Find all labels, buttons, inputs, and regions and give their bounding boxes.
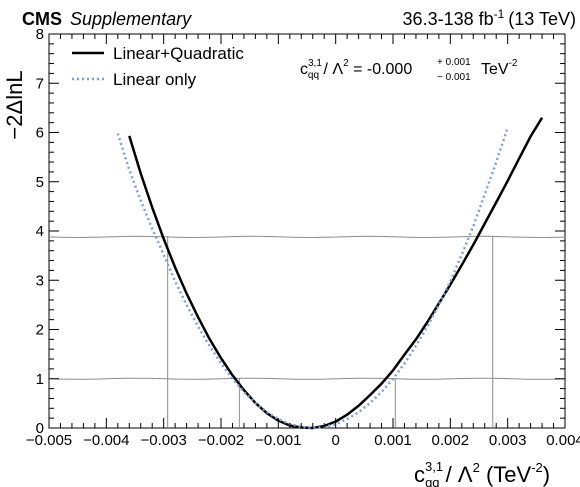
y-axis: 0 1 2 3 4 5 6 7 8 [36, 26, 565, 437]
x-label-unit-exp: -2 [531, 460, 543, 475]
x-tick-label-1: −0.004 [83, 432, 129, 449]
ann-error-down: − 0.001 [437, 72, 471, 83]
ann-mid-exp: 2 [343, 58, 349, 69]
lumi-exponent: -1 [494, 7, 505, 21]
ann-unit: TeV-2 [481, 58, 518, 78]
y-tick-label-4: 4 [36, 223, 44, 240]
ann-eq: = -0.000 [349, 61, 413, 78]
experiment-label: CMS [22, 9, 62, 29]
y-tick-label-1: 1 [36, 371, 44, 388]
x-axis-label: c3,1 qq / Λ2 (TeV-2) [414, 459, 550, 487]
x-label-sup: 3,1 [425, 459, 443, 474]
ann-sub: qq [308, 70, 319, 81]
luminosity-label: 36.3-138 fb-1 (13 TeV) [403, 7, 576, 29]
series-line-linear-only [116, 127, 509, 430]
y-tick-label-5: 5 [36, 174, 44, 191]
threshold-lines [48, 235, 566, 380]
energy-label: (13 TeV) [508, 9, 576, 29]
y-tick-label-3: 3 [36, 272, 44, 289]
ann-unit-exp: -2 [509, 58, 518, 69]
x-tick-label-0: −0.005 [26, 432, 72, 449]
x-label-sub: qq [425, 475, 439, 487]
series-layer [116, 117, 544, 430]
lumi-value: 36.3-138 fb [403, 9, 494, 29]
y-tick-label-0: 0 [36, 420, 44, 437]
x-tick-label-2: −0.003 [141, 432, 187, 449]
x-tick-label-6: 0.001 [374, 432, 412, 449]
tag-label: Supplementary [70, 9, 192, 29]
y-tick-label-2: 2 [36, 322, 44, 339]
ann-unit-text: TeV [481, 61, 509, 78]
legend-label-linear-only: Linear only [113, 70, 197, 89]
x-tick-label-5: 0 [331, 432, 339, 449]
x-tick-label-3: −0.002 [198, 432, 244, 449]
threshold-line-0 [48, 377, 566, 380]
legend: Linear+Quadratic Linear only [72, 44, 244, 89]
ann-symbol: c [300, 61, 308, 78]
series-line-linear-quadratic [128, 117, 544, 430]
x-tick-label-4: −0.001 [255, 432, 301, 449]
ann-mid: / Λ [319, 61, 343, 78]
x-label-unit-close: ) [543, 462, 550, 487]
y-axis-label: −2ΔlnL [2, 70, 27, 139]
interval-markers [167, 235, 494, 428]
result-annotation: c3,1 qq / Λ2 = -0.000 [300, 58, 412, 81]
x-label-over: / Λ [440, 462, 473, 487]
ann-sup: 3,1 [308, 58, 322, 69]
x-tick-label-7: 0.002 [432, 432, 470, 449]
x-label-symbol: c [414, 462, 425, 487]
x-tick-label-9: 0.004 [546, 432, 580, 449]
x-axis: −0.005 −0.004 −0.003 −0.002 −0.001 0 0.001 0.00… [26, 34, 580, 449]
y-tick-label-6: 6 [36, 125, 44, 142]
x-label-over-exp: 2 [473, 460, 480, 475]
x-tick-label-8: 0.003 [489, 432, 527, 449]
y-tick-label-8: 8 [36, 26, 44, 43]
y-tick-label-7: 7 [36, 75, 44, 92]
plot-frame [48, 33, 566, 429]
threshold-line-1 [48, 235, 566, 239]
x-label-unit-open: (TeV [480, 462, 532, 487]
ann-error-up: + 0.001 [437, 57, 471, 68]
legend-label-linear-quadratic: Linear+Quadratic [113, 44, 244, 63]
